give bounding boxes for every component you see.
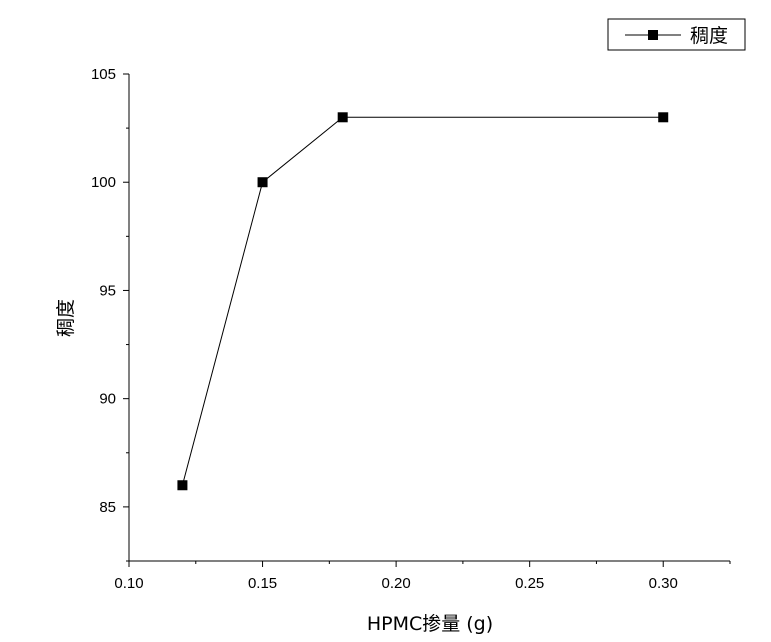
x-tick-label: 0.15 <box>248 575 277 592</box>
x-tick-label: 0.25 <box>515 575 544 592</box>
data-point <box>177 480 188 491</box>
y-tick-label: 85 <box>99 499 116 516</box>
data-point <box>658 112 669 123</box>
legend: 稠度 <box>607 18 746 51</box>
data-point <box>337 112 348 123</box>
data-point <box>257 177 268 188</box>
y-ticks: 85 90 95 100 105 <box>91 66 129 562</box>
legend-label: 稠度 <box>690 25 728 47</box>
x-tick-label: 0.10 <box>114 575 143 592</box>
x-tick-label: 0.30 <box>649 575 678 592</box>
x-tick-label: 0.20 <box>382 575 411 592</box>
y-tick-label: 90 <box>99 391 116 408</box>
x-ticks: 0.10 0.15 0.20 0.25 0.30 <box>114 561 731 592</box>
series-layer <box>177 112 669 491</box>
x-axis-title: HPMC掺量 (g) <box>367 613 493 635</box>
legend-marker-sample <box>648 30 658 40</box>
plot-frame <box>128 74 730 562</box>
y-tick-label: 105 <box>91 66 116 83</box>
y-tick-label: 95 <box>99 282 116 299</box>
series-line <box>181 116 664 486</box>
y-tick-label: 100 <box>91 174 116 191</box>
y-axis-title: 稠度 <box>55 299 77 337</box>
